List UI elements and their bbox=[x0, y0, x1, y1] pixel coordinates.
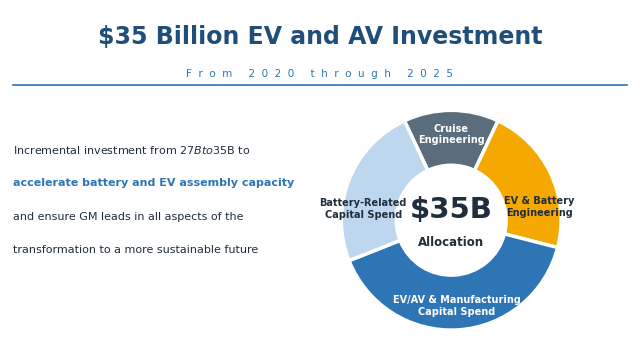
Text: transformation to a more sustainable future: transformation to a more sustainable fut… bbox=[13, 245, 258, 255]
Text: accelerate battery and EV assembly capacity: accelerate battery and EV assembly capac… bbox=[13, 178, 294, 188]
Text: F  r  o  m     2  0  2  0     t  h  r  o  u  g  h     2  0  2  5: F r o m 2 0 2 0 t h r o u g h 2 0 2 5 bbox=[186, 69, 454, 79]
Text: $35B: $35B bbox=[410, 196, 493, 224]
Wedge shape bbox=[349, 234, 557, 330]
Wedge shape bbox=[341, 121, 428, 261]
Text: Cruise
Engineering: Cruise Engineering bbox=[418, 124, 484, 145]
Wedge shape bbox=[404, 110, 498, 170]
Text: Incremental investment from $27B to $35B to: Incremental investment from $27B to $35B… bbox=[13, 144, 250, 156]
Text: Battery-Related
Capital Spend: Battery-Related Capital Spend bbox=[319, 199, 407, 220]
Text: EV/AV & Manufacturing
Capital Spend: EV/AV & Manufacturing Capital Spend bbox=[393, 295, 520, 317]
Text: Allocation: Allocation bbox=[418, 236, 484, 249]
Text: and ensure GM leads in all aspects of the: and ensure GM leads in all aspects of th… bbox=[13, 212, 243, 222]
Text: $35 Billion EV and AV Investment: $35 Billion EV and AV Investment bbox=[98, 25, 542, 49]
Wedge shape bbox=[475, 121, 561, 248]
Text: EV & Battery
Engineering: EV & Battery Engineering bbox=[504, 196, 574, 218]
